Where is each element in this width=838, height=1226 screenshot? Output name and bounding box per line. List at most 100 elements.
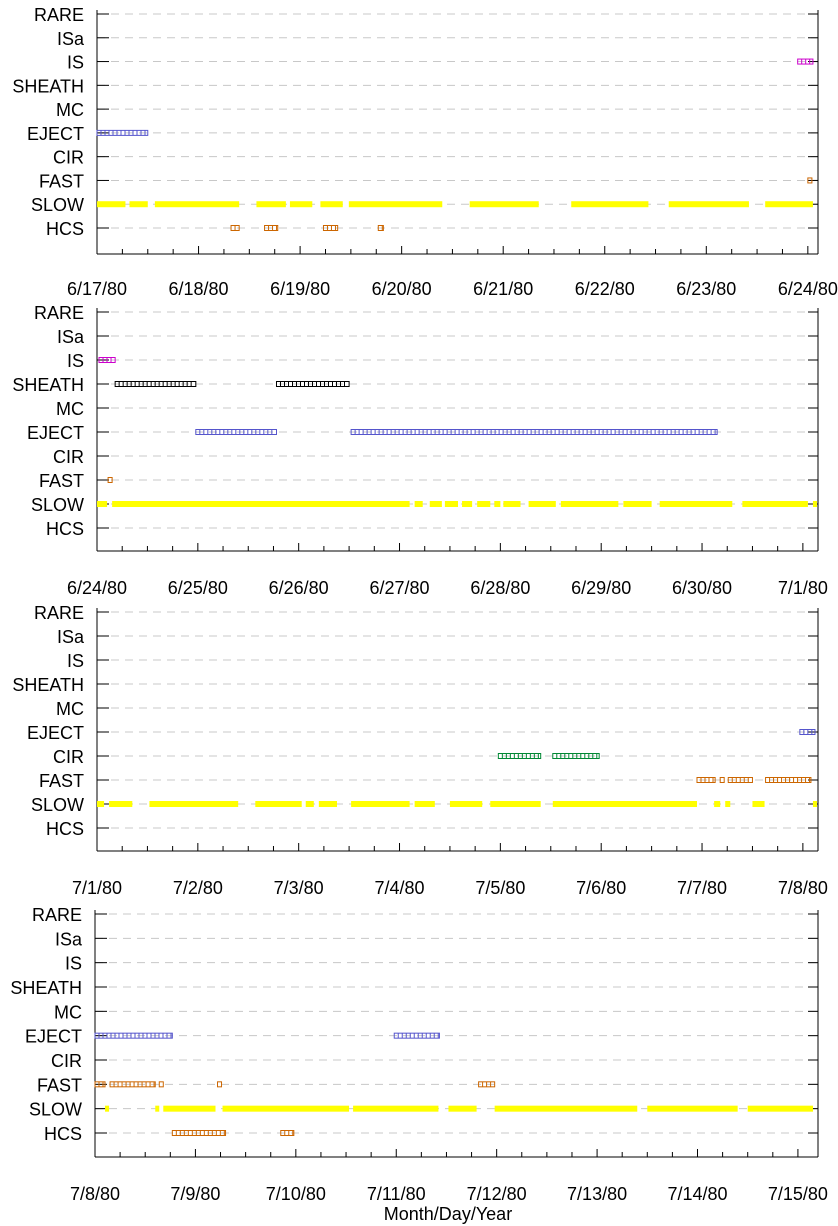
mark-slow [747,1105,813,1112]
y-tick-label-cir: CIR [53,747,84,767]
y-tick-label-is: IS [67,351,84,371]
mark-slow [571,201,649,208]
x-tick-label: 7/12/80 [467,1184,527,1204]
y-tick-label-is: IS [67,651,84,671]
x-tick-label: 7/4/80 [374,878,424,898]
mark-hcs [171,1130,227,1136]
mark-hcs [322,225,339,231]
y-tick-label-rare: RARE [34,603,84,623]
mark-fast [217,1081,223,1088]
mark-slow [97,201,126,208]
mark-slow [448,1105,477,1112]
mark-slow [97,801,105,807]
mark-fast [719,777,725,783]
y-tick-label-hcs: HCS [44,1124,82,1144]
mark-eject [393,1032,440,1039]
y-tick-label-hcs: HCS [46,819,84,839]
mark-slow [222,1105,350,1112]
mark-slow [552,801,697,807]
mark-slow [109,801,133,807]
y-tick-label-slow: SLOW [31,195,84,215]
mark-slow [494,1105,638,1112]
mark-slow [494,501,501,507]
mark-eject [195,429,277,435]
mark-sheath [275,381,350,387]
mark-is [797,58,814,65]
x-tick-label: 7/11/80 [367,1184,426,1204]
x-tick-label: 7/8/80 [778,878,828,898]
mark-slow [353,1105,439,1112]
y-tick-label-is: IS [65,954,82,974]
y-tick-label-cir: CIR [51,1051,82,1071]
y-tick-label-mc: MC [56,699,84,719]
mark-slow [469,201,539,208]
mark-slow [503,501,521,507]
mark-hcs [230,225,240,231]
mark-slow [462,501,473,507]
mark-slow [477,501,491,507]
x-tick-label: 7/8/80 [70,1184,120,1204]
x-tick-label: 6/19/80 [270,279,330,299]
mark-slow [528,501,556,507]
y-tick-label-isa: ISa [57,29,85,49]
x-tick-label: 6/17/80 [67,279,127,299]
mark-slow [318,801,337,807]
y-tick-label-mc: MC [56,100,84,120]
mark-hcs [264,225,279,231]
y-tick-label-slow: SLOW [31,495,84,515]
x-tick-label: 7/10/80 [266,1184,326,1204]
mark-fast [158,1081,164,1088]
x-axis-title: Month/Day/Year [384,1204,512,1224]
y-tick-label-eject: EJECT [27,723,84,743]
mark-fast [94,1081,106,1088]
mark-slow [429,501,442,507]
mark-eject [94,1032,173,1039]
mark-slow [351,801,410,807]
mark-slow [320,201,343,208]
y-tick-label-is: IS [67,53,84,73]
mark-slow [742,501,808,507]
mark-cir [552,753,600,759]
x-tick-label: 6/30/80 [672,578,732,598]
mark-slow [668,201,749,208]
x-tick-label: 7/1/80 [72,878,122,898]
mark-slow [449,801,483,807]
mark-slow [105,1105,110,1112]
y-tick-label-isa: ISa [55,929,83,949]
panel-4: RARE ISa IS SHEATH MC EJECT CIR FAST SLOW HCS 7/8/… [10,905,828,1204]
y-tick-label-sheath: SHEATH [10,978,82,998]
mark-fast [807,177,813,184]
mark-hcs [377,225,384,231]
panel-2: RARE ISa IS SHEATH MC EJECT CIR FAST SLOW HCS 6/24… [12,303,828,598]
y-tick-label-slow: SLOW [31,795,84,815]
x-tick-label: 6/27/80 [369,578,429,598]
mark-slow [714,801,721,807]
panel-3: RARE ISa IS SHEATH MC EJECT CIR FAST SLOW HCS 7/1/… [12,603,828,898]
mark-fast [765,777,812,783]
x-tick-label: 7/6/80 [576,878,626,898]
mark-slow [348,201,443,208]
mark-fast [109,1081,156,1088]
x-tick-label: 6/29/80 [571,578,631,598]
x-tick-label: 7/3/80 [274,878,324,898]
panel-1: RARE ISa IS SHEATH MC EJECT CIR FAST SLOW HCS 6/17… [12,5,838,299]
y-tick-label-hcs: HCS [46,219,84,239]
mark-slow [112,501,410,507]
y-tick-label-rare: RARE [32,905,82,925]
y-tick-label-slow: SLOW [29,1100,82,1120]
y-tick-label-fast: FAST [37,1075,82,1095]
mark-slow [289,201,313,208]
mark-slow [623,501,652,507]
x-tick-label: 6/26/80 [269,578,329,598]
x-tick-label: 6/24/80 [778,279,838,299]
mark-fast [478,1081,496,1088]
y-tick-label-cir: CIR [53,447,84,467]
mark-fast [696,777,716,783]
mark-slow [752,801,765,807]
x-tick-label: 6/28/80 [470,578,530,598]
x-tick-label: 6/20/80 [372,279,432,299]
y-tick-label-rare: RARE [34,303,84,323]
mark-slow [725,801,731,807]
mark-slow [305,801,314,807]
x-tick-label: 7/15/80 [768,1184,828,1204]
